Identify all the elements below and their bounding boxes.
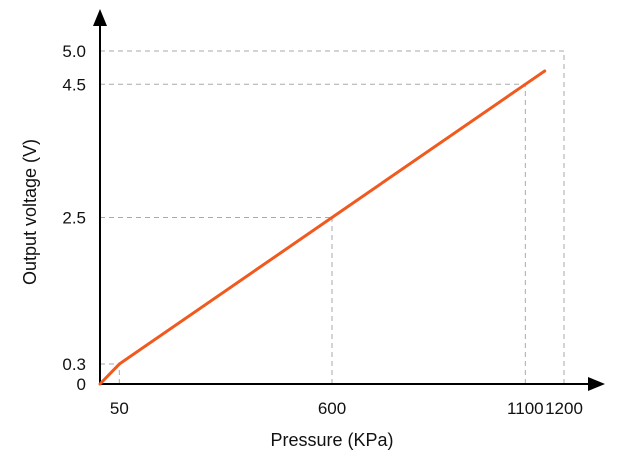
x-tick-label-1100: 1100 <box>507 399 544 418</box>
grid-lines <box>100 50 565 384</box>
axes <box>93 9 605 391</box>
y-tick-label-4.5: 4.5 <box>62 75 86 94</box>
x-tick-label-600: 600 <box>318 399 346 418</box>
y-tick-labels: 00.3 2.5 4.5 5.0 <box>62 42 86 394</box>
x-axis-arrow <box>588 377 605 391</box>
x-axis-title: Pressure (KPa) <box>270 430 393 450</box>
y-tick-label-0.3: 0.3 <box>62 355 86 374</box>
y-axis-arrow <box>93 9 107 26</box>
y-tick-label-0: 0 <box>77 375 86 394</box>
y-tick-label-2.5: 2.5 <box>62 209 86 228</box>
series-lines <box>98 69 547 386</box>
x-tick-label-1200: 1200 <box>545 399 583 418</box>
x-tick-label-50: 50 <box>110 399 129 418</box>
y-axis-title: Output voltage (V) <box>20 139 40 285</box>
x-tick-labels: 50 600 1100 1200 <box>110 399 583 418</box>
series-line-0 <box>98 69 547 386</box>
y-tick-label-5.0: 5.0 <box>62 42 86 61</box>
